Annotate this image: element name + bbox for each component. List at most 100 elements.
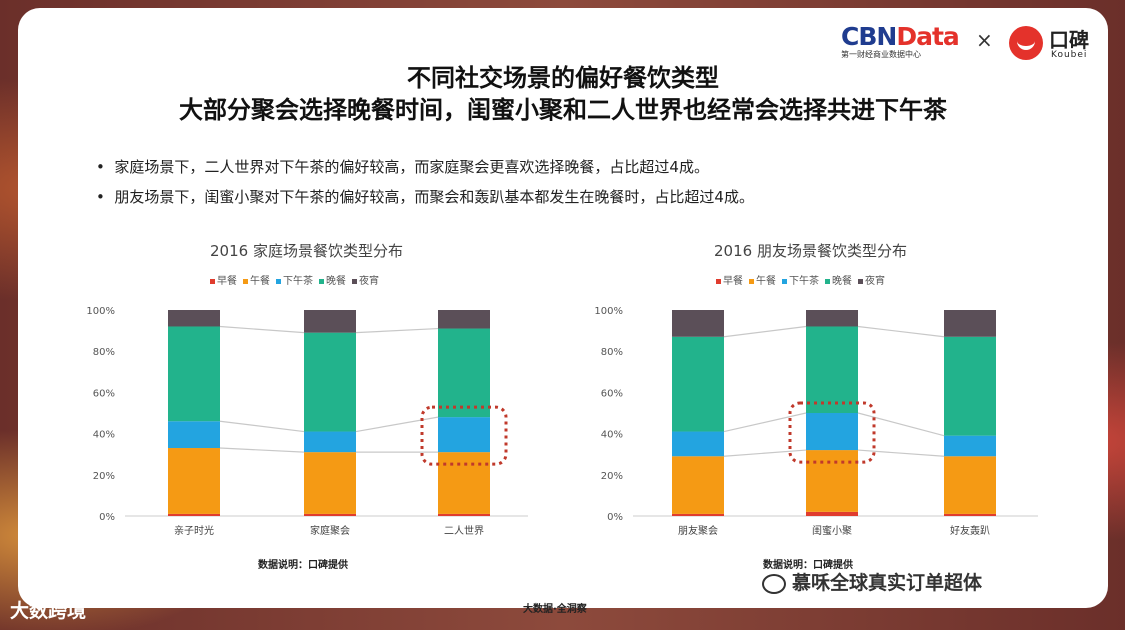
bar-segment-night [168, 310, 220, 327]
bar-segment-dinner [672, 336, 724, 432]
x-tick-label: 朋友聚会 [678, 524, 718, 537]
bullet-text: 家庭场景下，二人世界对下午茶的偏好较高，而家庭聚会更喜欢选择晚餐，占比超过4成。 [114, 158, 709, 176]
legend-swatch [352, 278, 357, 284]
legend-label: 午餐 [250, 276, 270, 287]
legend-item: 早餐 [716, 276, 743, 287]
legend-swatch [858, 278, 863, 284]
legend-swatch [319, 278, 324, 284]
cbndata-subtitle: 第一财经商业数据中心 [841, 50, 921, 59]
legend-item: 晚餐 [825, 276, 852, 287]
bar-segment-breakfast [944, 513, 996, 516]
legend-swatch [276, 278, 281, 284]
watermark-right: 慕咊全球真实订单超体 [762, 568, 982, 595]
bar-segment-dinner [806, 326, 858, 413]
bar-segment-dinner [168, 326, 220, 422]
bar-segment-night [304, 310, 356, 333]
chart-legend-friends: 早餐 午餐 下午茶 晚餐 夜宵 [716, 272, 891, 287]
legend-item: 午餐 [243, 276, 270, 287]
koubei-name: 口碑 [1049, 28, 1089, 52]
bar-segment-tea [672, 431, 724, 457]
legend-label: 午餐 [756, 276, 776, 287]
bar-segment-night [672, 310, 724, 337]
cross-sign: × [976, 28, 993, 52]
page-subtitle: 大部分聚会选择晚餐时间，闺蜜小聚和二人世界也经常会选择共进下午茶 [179, 96, 947, 124]
legend-label: 早餐 [217, 276, 237, 287]
bar-segment-night [806, 310, 858, 327]
stacked-bar-chart-family: 0% 20% 40% 60% 80% 100% 亲子时光 家庭聚会 二人世界 [86, 306, 528, 537]
bar-segment-dinner [438, 328, 490, 418]
bar-segment-dinner [304, 332, 356, 432]
legend-swatch [210, 278, 215, 284]
x-tick-label: 好友轰趴 [950, 524, 990, 537]
bar-segment-lunch [438, 452, 490, 514]
bullet-item: • 朋友场景下，闺蜜小聚对下午茶的偏好较高，而聚会和轰趴基本都发生在晚餐时，占比… [96, 188, 754, 206]
bar-segment-breakfast [806, 511, 858, 516]
cbn-text: CBN [841, 22, 897, 51]
slide: CBNData 第一财经商业数据中心 × 口碑 Koubei 不同社交场景的偏好… [18, 8, 1108, 615]
bar-segment-lunch [304, 452, 356, 514]
footer-slogan: 大数据·全洞察 [523, 604, 587, 615]
page-title: 不同社交场景的偏好餐饮类型 [407, 64, 719, 92]
y-tick-label: 40% [93, 430, 115, 441]
legend-item: 晚餐 [319, 276, 346, 287]
y-tick-label: 60% [93, 388, 115, 399]
y-tick-label: 80% [601, 347, 623, 358]
x-tick-label: 家庭聚会 [310, 524, 350, 537]
bullet-item: • 家庭场景下，二人世界对下午茶的偏好较高，而家庭聚会更喜欢选择晚餐，占比超过4… [96, 158, 709, 176]
cbndata-logo: CBNData 第一财经商业数据中心 [841, 22, 971, 62]
legend-item: 午餐 [749, 276, 776, 287]
y-tick-label: 0% [99, 512, 115, 523]
bullet-list: • 家庭场景下，二人世界对下午茶的偏好较高，而家庭聚会更喜欢选择晚餐，占比超过4… [96, 152, 754, 212]
y-tick-label: 100% [86, 306, 115, 317]
connector-line [219, 325, 305, 334]
highlight-box [420, 405, 508, 466]
chart-title-friends: 2016 朋友场景餐饮类型分布 [714, 242, 907, 260]
bar-segment-lunch [168, 448, 220, 514]
chart-note-family: 数据说明：口碑提供 [258, 560, 348, 571]
legend-label: 下午茶 [283, 276, 313, 287]
connector-line [857, 325, 945, 338]
bar-segment-night [944, 310, 996, 337]
bar-segment-breakfast [672, 513, 724, 516]
legend-swatch [825, 278, 830, 284]
chart-note-friends: 数据说明：口碑提供 [763, 560, 853, 571]
legend-swatch [782, 278, 787, 284]
x-tick-label: 闺蜜小聚 [812, 524, 852, 537]
y-tick-label: 80% [93, 347, 115, 358]
bar-segment-breakfast [438, 513, 490, 516]
chart-legend-family: 早餐 午餐 下午茶 晚餐 夜宵 [210, 272, 385, 287]
connector-line [355, 416, 439, 433]
koubei-english: Koubei [1051, 50, 1088, 60]
legend-item: 夜宵 [858, 276, 885, 287]
y-tick-label: 40% [601, 430, 623, 441]
legend-label: 夜宵 [359, 276, 379, 287]
y-tick-label: 60% [601, 388, 623, 399]
legend-item: 早餐 [210, 276, 237, 287]
bullet-text: 朋友场景下，闺蜜小聚对下午茶的偏好较高，而聚会和轰趴基本都发生在晚餐时，占比超过… [114, 188, 754, 206]
legend-label: 下午茶 [789, 276, 819, 287]
bar-segment-lunch [672, 456, 724, 514]
connector-line [857, 412, 945, 437]
x-tick-label: 二人世界 [444, 525, 484, 537]
bar-segment-tea [304, 431, 356, 453]
watermark-left: 大数跨境 [10, 600, 87, 622]
bar-segment-tea [806, 413, 858, 451]
highlight-box [788, 401, 876, 464]
bar-segment-lunch [944, 456, 996, 514]
connector-line [723, 449, 807, 457]
bar-segment-breakfast [168, 513, 220, 516]
chart-title-family: 2016 家庭场景餐饮类型分布 [210, 242, 403, 260]
connector-line [219, 420, 305, 433]
legend-swatch [749, 278, 754, 284]
connector-line [355, 327, 439, 334]
koubei-logo: 口碑 Koubei [1003, 20, 1103, 64]
y-tick-label: 20% [601, 471, 623, 482]
legend-label: 夜宵 [865, 276, 885, 287]
legend-item: 夜宵 [352, 276, 379, 287]
legend-item: 下午茶 [782, 276, 819, 287]
connector-line [723, 325, 807, 338]
legend-swatch [243, 278, 248, 284]
bar-segment-lunch [806, 450, 858, 512]
bar-segment-dinner [944, 336, 996, 436]
koubei-smile-icon [1009, 26, 1043, 60]
